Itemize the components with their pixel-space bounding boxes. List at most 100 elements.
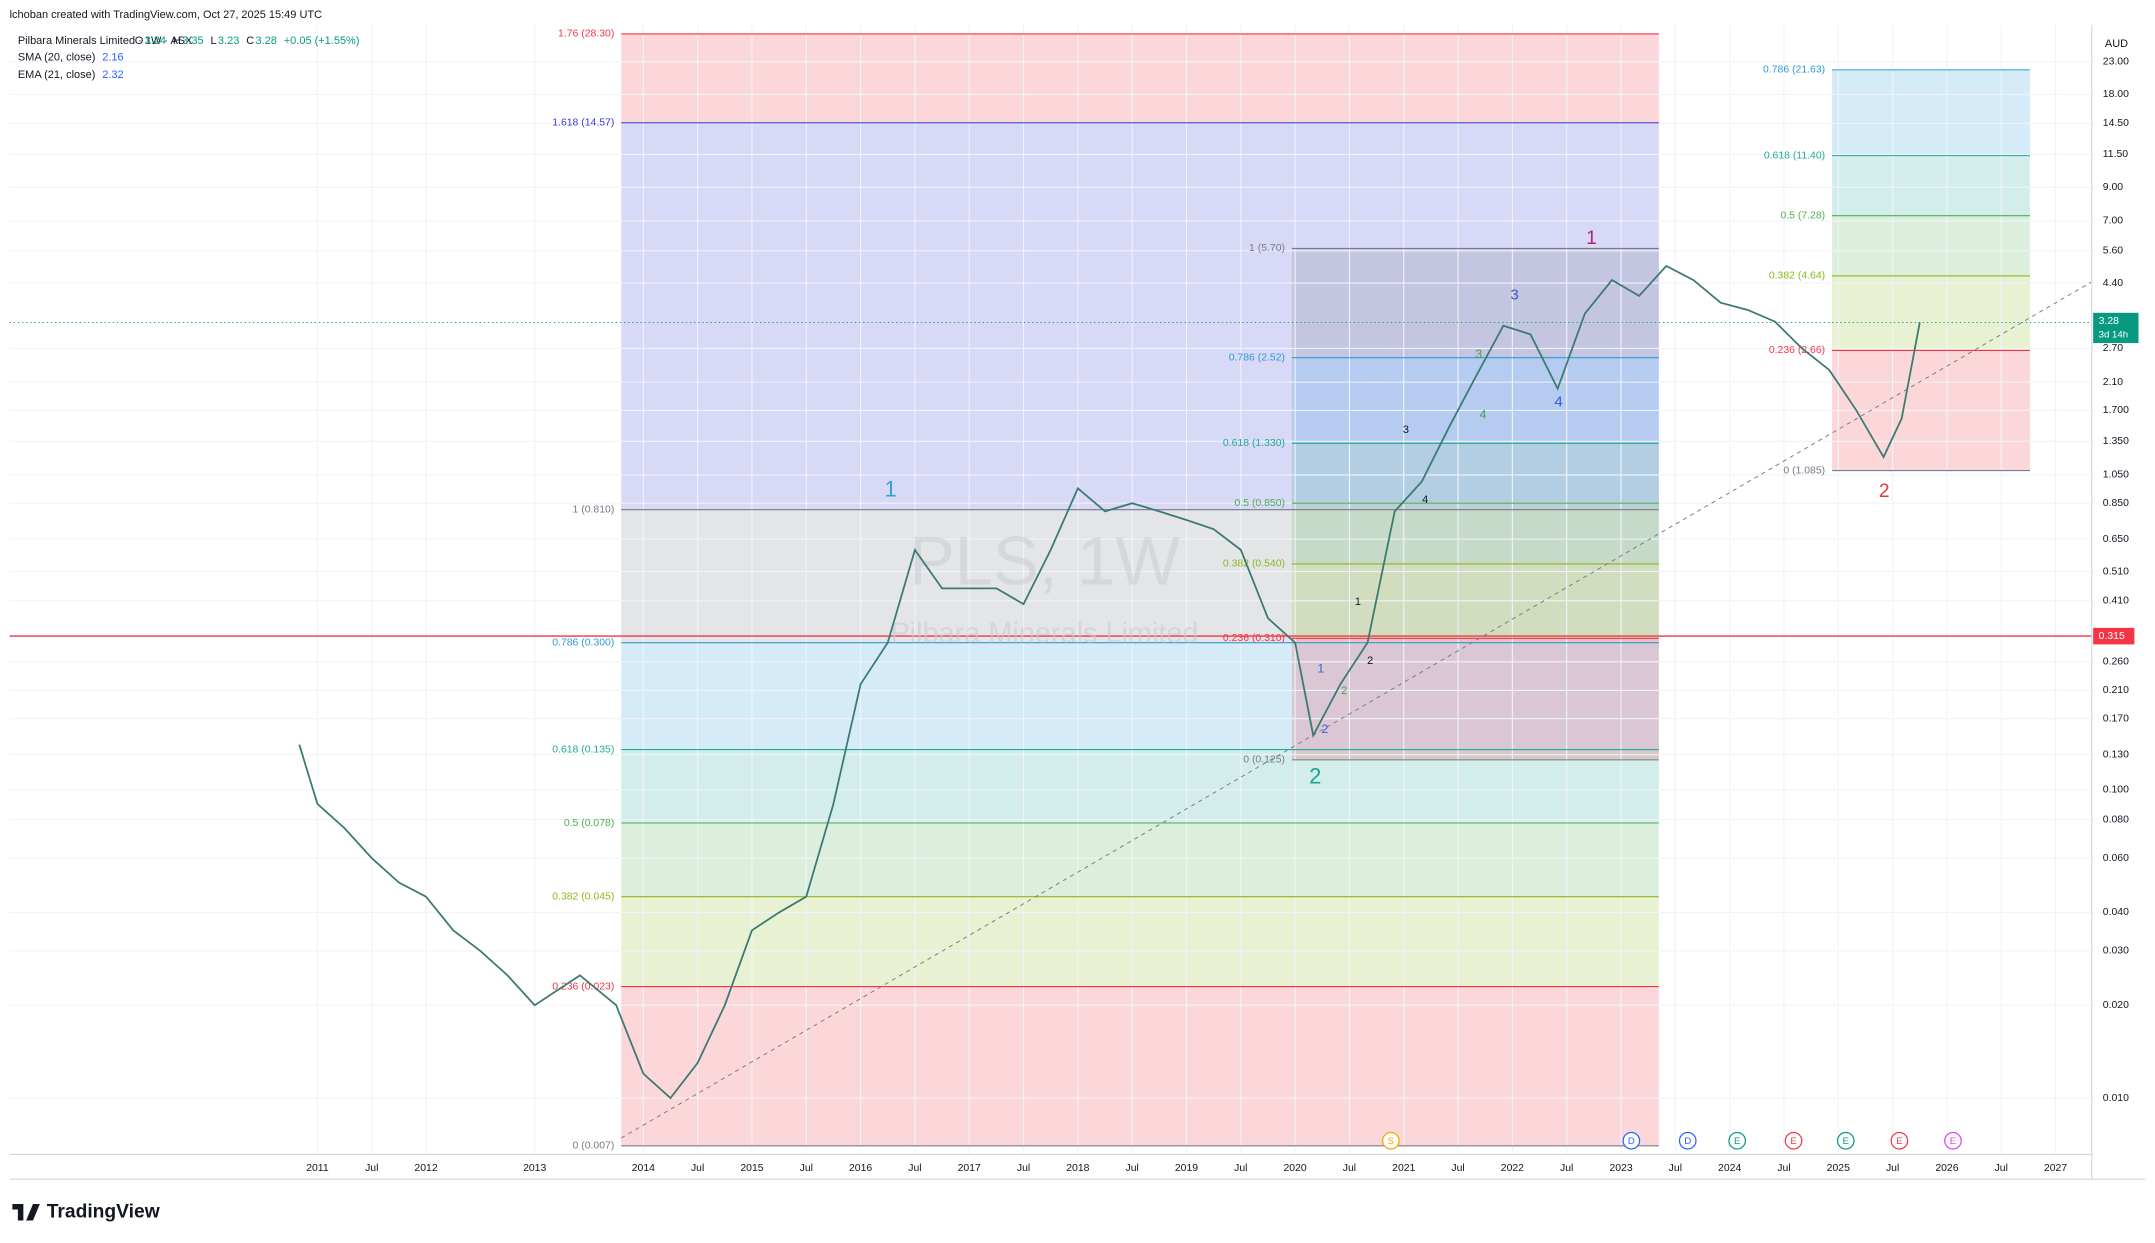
y-tick-label: 9.00	[2103, 182, 2124, 193]
event-marker	[1784, 1131, 1803, 1150]
trend-line	[620, 281, 2093, 1139]
fib-label: 0.5 (7.28)	[1780, 210, 1825, 221]
x-tick-label: 2027	[2044, 1163, 2067, 1174]
wave-label: 1	[1317, 662, 1324, 676]
event-marker	[1381, 1131, 1400, 1150]
x-tick-label: Jul	[1343, 1163, 1356, 1174]
event-label: E	[1790, 1136, 1796, 1147]
y-tick-label: 7.00	[2103, 216, 2124, 227]
fib-label: 0 (1.085)	[1783, 465, 1825, 476]
wave-label: 1	[1355, 596, 1361, 608]
indicator-name: EMA (21, close)	[18, 69, 96, 81]
fib-zone	[621, 749, 1659, 824]
price-tag	[2093, 627, 2135, 645]
price-line	[298, 264, 1921, 1100]
y-tick-label: 14.50	[2103, 118, 2129, 129]
x-tick-label: Jul	[691, 1163, 704, 1174]
x-tick-label: Jul	[1669, 1163, 1682, 1174]
fib-label: 0.5 (0.850)	[1235, 498, 1285, 509]
fib-zone	[1291, 443, 1659, 504]
fib-zone	[1832, 155, 2030, 216]
event-label: D	[1684, 1136, 1691, 1147]
fib-label: 0.382 (0.540)	[1223, 559, 1285, 570]
fib-levels: 1.76 (28.30) 1.618 (14.57) 1 (0.810) 0.786 …	[9, 29, 2092, 1152]
fib-label: 0.786 (0.300)	[552, 637, 614, 648]
credit: lchoban created with TradingView.com, Oc…	[10, 9, 322, 21]
wave-label: 4	[1554, 394, 1562, 411]
price-tag	[2093, 312, 2139, 344]
ohlc-value: 3.35	[182, 35, 203, 47]
y-tick-label: 0.080	[2103, 814, 2129, 825]
fib-zone	[621, 509, 1659, 643]
y-tick-label: 0.030	[2103, 946, 2129, 957]
event-label: E	[1734, 1136, 1740, 1147]
price-tag-label: 0.315	[2099, 631, 2125, 642]
fib-zone	[621, 33, 1659, 123]
x-tick-label: 2021	[1392, 1163, 1415, 1174]
wave-label: 2	[1341, 685, 1347, 697]
y-tick-label: 0.170	[2103, 713, 2129, 724]
brand-logo: TradingView	[12, 1201, 160, 1222]
indicator-name: SMA (20, close)	[18, 52, 96, 64]
ohlc-value: 3.23	[218, 35, 239, 47]
fib-zone	[621, 986, 1659, 1146]
wave-label: 3	[1475, 347, 1482, 361]
price-tag-label: 3.28	[2099, 316, 2120, 327]
y-tick-label: 1.700	[2103, 405, 2129, 416]
event-marker	[1622, 1131, 1641, 1150]
x-tick-label: 2016	[849, 1163, 872, 1174]
y-tick-label: 11.50	[2103, 149, 2129, 160]
event-marker	[1836, 1131, 1855, 1150]
wave-label: 2	[1879, 481, 1890, 502]
fib-zone	[1291, 248, 1659, 358]
y-tick-label: 18.00	[2103, 89, 2129, 100]
fib-label: 0.382 (4.64)	[1769, 271, 1825, 282]
indicator-value: 2.32	[102, 69, 123, 81]
x-tick-label: 2011	[306, 1163, 329, 1174]
x-tick-label: Jul	[1995, 1163, 2008, 1174]
fib-label: 1 (0.810)	[573, 504, 615, 515]
y-tick-label: 0.510	[2103, 566, 2129, 577]
event-label: D	[1628, 1136, 1635, 1147]
x-tick-label: 2019	[1175, 1163, 1198, 1174]
axes: 23.00 18.00 14.50 11.50 9.00 7.00 5.60 4.40 2.70…	[306, 56, 2139, 1174]
ohlc-key: C	[246, 35, 254, 47]
fib-zone	[621, 896, 1659, 987]
fib-zone	[1832, 69, 2030, 156]
fib-label: 0.618 (1.330)	[1223, 438, 1285, 449]
y-tick-label: 2.10	[2103, 377, 2124, 388]
wave-label: 2	[1367, 655, 1373, 667]
wave-label: 4	[1422, 494, 1428, 506]
ohlc-value: 3.24	[145, 35, 166, 47]
event-label: E	[1843, 1136, 1849, 1147]
event-marker	[1890, 1131, 1909, 1150]
fib-label: 0.618 (11.40)	[1764, 150, 1825, 161]
x-tick-label: 2026	[1935, 1163, 1958, 1174]
symbol-title: Pilbara Minerals Limited · 1W · ASX	[18, 35, 193, 47]
x-tick-label: 2012	[414, 1163, 437, 1174]
wave-label: 4	[1479, 407, 1486, 421]
brand: TradingView	[47, 1201, 160, 1222]
y-tick-label: 2.70	[2103, 343, 2124, 354]
y-tick-label: 1.350	[2103, 436, 2129, 447]
fib-label: 1.618 (14.57)	[552, 118, 614, 129]
x-tick-label: Jul	[1777, 1163, 1790, 1174]
fib-label: 0.236 (2.66)	[1769, 345, 1825, 356]
y-tick-label: 0.020	[2103, 1000, 2129, 1011]
x-tick-label: 2014	[632, 1163, 655, 1174]
x-tick-label: Jul	[800, 1163, 813, 1174]
x-tick-label: 2015	[740, 1163, 763, 1174]
y-tick-label: 0.650	[2103, 534, 2129, 545]
y-tick-label: 0.850	[2103, 498, 2129, 509]
y-tick-label: 0.060	[2103, 853, 2129, 864]
y-tick-label: 4.40	[2103, 278, 2124, 289]
y-tick-label: 0.210	[2103, 685, 2129, 696]
wave-label: 2	[1321, 722, 1328, 736]
wave-label: 2	[1309, 764, 1321, 789]
change: +0.05 (+1.55%)	[284, 35, 360, 47]
x-tick-label: Jul	[1560, 1163, 1573, 1174]
x-tick-label: Jul	[1234, 1163, 1247, 1174]
y-tick-label: 0.130	[2103, 749, 2129, 760]
